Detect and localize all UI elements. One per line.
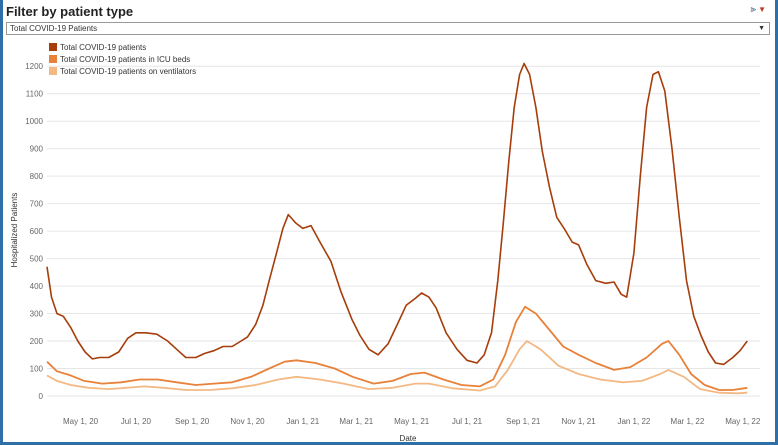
y-tick-label: 900	[30, 145, 44, 154]
x-tick-label: Mar 1, 22	[671, 417, 705, 426]
legend-label-total: Total COVID-19 patients	[60, 43, 146, 52]
x-tick-label: Nov 1, 21	[561, 417, 596, 426]
series-line-icu	[46, 305, 748, 391]
x-tick-label: Jan 1, 22	[617, 417, 650, 426]
x-tick-label: Jan 1, 21	[286, 417, 319, 426]
y-tick-label: 600	[30, 227, 44, 236]
x-tick-label: Jul 1, 20	[121, 417, 152, 426]
legend-label-icu: Total COVID-19 patients in ICU beds	[60, 55, 190, 64]
y-tick-label: 500	[30, 255, 44, 264]
y-tick-label: 1200	[25, 62, 43, 71]
gridlines	[47, 65, 760, 397]
y-tick-label: 800	[30, 172, 44, 181]
left-frame-border	[0, 0, 3, 445]
right-frame-border	[775, 0, 778, 445]
filter-title: Filter by patient type	[6, 4, 134, 19]
chevron-down-icon: ▼	[758, 25, 765, 32]
patient-type-select[interactable]: Total COVID-19 Patients ▼	[6, 22, 770, 35]
y-axis-title: Hospitalized Patients	[10, 193, 19, 268]
filter-dropdown-arrow-icon[interactable]: ▼	[758, 5, 766, 14]
x-tick-label: Nov 1, 20	[230, 417, 265, 426]
x-tick-label: Sep 1, 21	[506, 417, 541, 426]
x-axis-title: Date	[400, 434, 417, 443]
y-tick-label: 300	[30, 310, 44, 319]
legend-swatch-total	[49, 43, 57, 51]
series-lines	[46, 62, 748, 395]
y-tick-label: 0	[39, 392, 44, 401]
x-axis-ticks: May 1, 20 Jul 1, 20 Sep 1, 20 Nov 1, 20 Jan …	[63, 417, 761, 426]
y-tick-label: 700	[30, 200, 44, 209]
x-tick-label: May 1, 22	[725, 417, 761, 426]
y-tick-label: 1100	[26, 90, 44, 99]
legend-swatch-vent	[49, 67, 57, 75]
x-tick-label: Sep 1, 20	[175, 417, 210, 426]
legend-swatch-icu	[49, 55, 57, 63]
bottom-frame-border	[0, 442, 778, 445]
y-axis-ticks: 0 100 200 300 400 500 600 700 800 900 1000 1100 1200	[25, 62, 43, 401]
x-tick-label: May 1, 20	[63, 417, 99, 426]
series-line-vent	[46, 340, 748, 395]
filter-icon[interactable]: ⫸ ▼	[750, 4, 766, 15]
y-tick-label: 200	[30, 337, 44, 346]
y-tick-label: 100	[30, 365, 44, 374]
x-tick-label: Jul 1, 21	[452, 417, 483, 426]
y-tick-label: 400	[30, 282, 44, 291]
x-tick-label: May 1, 21	[394, 417, 430, 426]
patient-type-selected-value: Total COVID-19 Patients	[10, 24, 98, 33]
series-line-total	[46, 62, 748, 366]
legend-label-vent: Total COVID-19 patients on ventilators	[60, 67, 196, 76]
y-tick-label: 1000	[25, 117, 43, 126]
legend: Total COVID-19 patients Total COVID-19 p…	[49, 43, 196, 76]
x-tick-label: Mar 1, 21	[339, 417, 373, 426]
